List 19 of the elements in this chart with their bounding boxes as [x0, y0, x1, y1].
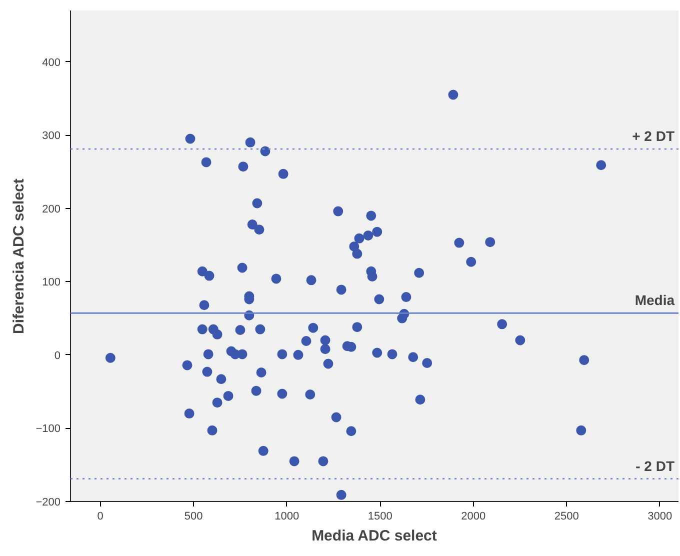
- x-tick-label: 2000: [461, 510, 486, 522]
- y-tick-label: 400: [42, 56, 61, 69]
- y-tick-label: 100: [42, 276, 61, 289]
- y-tick-label: 200: [42, 203, 61, 216]
- ref-line-label: + 2 DT: [632, 128, 675, 144]
- ref-line-label: - 2 DT: [636, 458, 675, 474]
- x-axis-title: Media ADC select: [312, 528, 437, 544]
- y-tick-label: −100: [36, 423, 61, 436]
- y-tick-label: 300: [42, 130, 61, 142]
- x-tick-label: 0: [97, 510, 104, 522]
- x-tick-label: 2500: [554, 510, 579, 522]
- y-tick-label: 0: [54, 350, 61, 362]
- x-tick-label: 1500: [368, 510, 392, 522]
- ref-line-label: Media: [634, 292, 675, 308]
- y-tick-label: −200: [36, 496, 61, 508]
- x-tick-label: 500: [184, 510, 203, 522]
- x-tick-label: 3000: [648, 510, 672, 522]
- x-tick-label: 1000: [274, 510, 300, 522]
- y-axis-title: Diferencia ADC select: [10, 178, 28, 334]
